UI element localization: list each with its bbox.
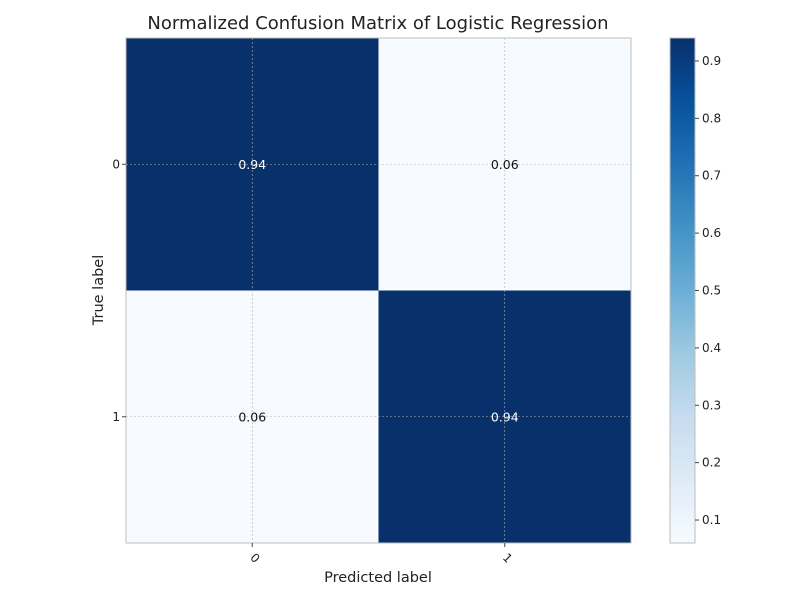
heatmap-cells [126,38,631,543]
x-axis-label: Predicted label [324,570,432,586]
grid-lines [126,38,631,543]
heatmap-cell [378,290,631,543]
colorbar-tick-label: 0.5 [702,284,721,298]
heatmap-cell [126,38,379,291]
y-axis-ticks: 01 [112,157,126,424]
y-tick-label: 1 [112,410,120,424]
heatmap-cell [378,38,631,291]
plot-frame [125,37,632,544]
cell-value-label: 0.94 [491,409,519,424]
colorbar-tick-label: 0.7 [702,169,721,183]
y-tick-label: 0 [112,157,120,171]
colorbar-tick-label: 0.4 [702,341,721,355]
colorbar-tick-label: 0.6 [702,226,721,240]
colorbar-tick-label: 0.1 [702,513,721,527]
chart-title: Normalized Confusion Matrix of Logistic … [147,13,608,34]
x-tick-label: 0 [247,551,262,566]
heatmap-cell [126,290,379,543]
cell-value-label: 0.06 [491,157,519,172]
colorbar [669,37,696,544]
colorbar-tick-label: 0.9 [702,54,721,68]
colorbar-tick-label: 0.8 [702,111,721,125]
value-labels: 0.94 0.06 0.06 0.94 [238,157,518,425]
colorbar-tick-label: 0.3 [702,398,721,412]
x-tick-label: 1 [500,551,515,566]
colorbar-ticks: 0.1 0.2 0.3 0.4 0.5 0.6 0.7 0.8 0.9 [695,54,721,527]
cell-value-label: 0.06 [238,409,266,424]
cell-value-label: 0.94 [238,157,266,172]
y-axis-label: True label [91,255,107,326]
colorbar-tick-label: 0.2 [702,456,721,470]
